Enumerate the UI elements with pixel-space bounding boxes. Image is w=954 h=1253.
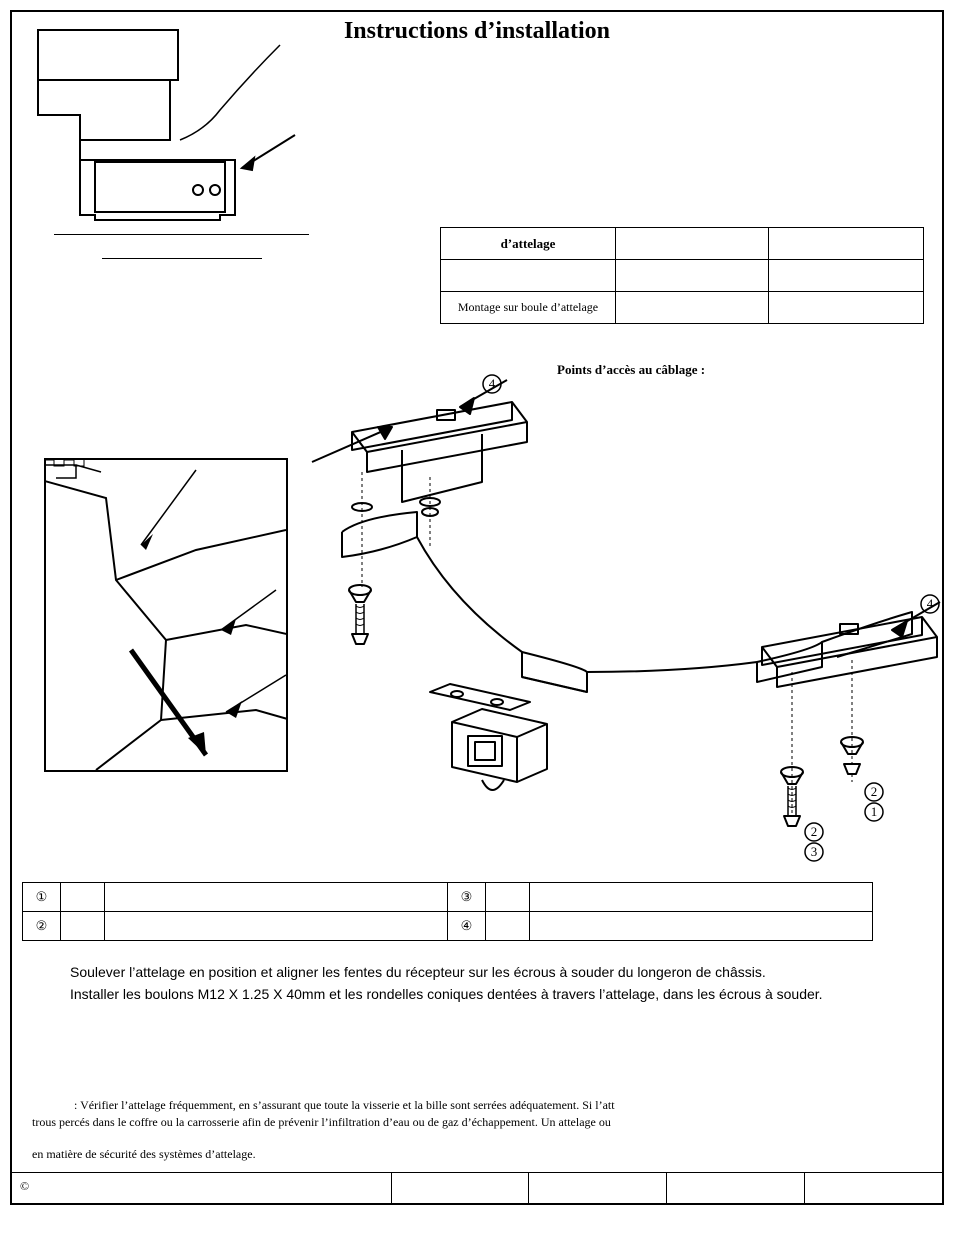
- fine-print-line: : Vérifier l’attelage fréquemment, en s’…: [32, 1097, 922, 1114]
- part-num: ②: [23, 912, 61, 941]
- fine-print: : Vérifier l’attelage fréquemment, en s’…: [32, 1097, 922, 1163]
- document-frame: Instructions d’installation d’attelage: [10, 10, 944, 1205]
- footer-cell: [391, 1173, 529, 1203]
- svg-text:4: 4: [927, 596, 934, 611]
- underline: [102, 258, 262, 259]
- footer-cell: ©: [12, 1173, 391, 1203]
- part-num: ③: [448, 883, 486, 912]
- spec-cell: [616, 228, 769, 260]
- svg-text:2: 2: [871, 784, 878, 799]
- fine-print-line: [32, 1132, 922, 1146]
- spec-cell: [769, 228, 924, 260]
- part-num: ①: [23, 883, 61, 912]
- spec-cell: [616, 292, 769, 324]
- part-desc: [530, 912, 873, 941]
- fine-print-line: trous percés dans le coffre ou la carros…: [32, 1114, 922, 1131]
- part-num: ④: [448, 912, 486, 941]
- svg-text:4: 4: [489, 376, 496, 391]
- part-desc: [105, 883, 448, 912]
- part-qty: [486, 883, 530, 912]
- fine-print-line: en matière de sécurité des systèmes d’at…: [32, 1146, 922, 1163]
- svg-text:2: 2: [811, 824, 818, 839]
- svg-text:3: 3: [811, 844, 818, 859]
- exploded-view: 4 4 2 1 2 3: [282, 372, 942, 882]
- footer-cell: [666, 1173, 804, 1203]
- part-desc: [105, 912, 448, 941]
- spec-cell: [769, 292, 924, 324]
- spec-table: d’attelage Montage sur boule d’attelage: [440, 227, 924, 324]
- instruction-text: Soulever l’attelage en position et align…: [70, 962, 922, 1005]
- corner-diagram: [20, 20, 320, 230]
- spec-cell: Montage sur boule d’attelage: [441, 292, 616, 324]
- reference-photo: [44, 458, 288, 772]
- footer-cell: [804, 1173, 942, 1203]
- spec-cell: [769, 260, 924, 292]
- footer-row: ©: [12, 1172, 942, 1203]
- underline: [54, 234, 309, 235]
- spec-cell: [441, 260, 616, 292]
- spec-cell: d’attelage: [441, 228, 616, 260]
- instruction-line: Installer les boulons M12 X 1.25 X 40mm …: [70, 984, 922, 1006]
- parts-table: ① ③ ② ④: [22, 882, 873, 941]
- instruction-line: Soulever l’attelage en position et align…: [70, 962, 922, 984]
- part-qty: [61, 912, 105, 941]
- part-qty: [61, 883, 105, 912]
- footer-cell: [528, 1173, 666, 1203]
- part-desc: [530, 883, 873, 912]
- svg-text:1: 1: [871, 804, 878, 819]
- part-qty: [486, 912, 530, 941]
- spec-cell: [616, 260, 769, 292]
